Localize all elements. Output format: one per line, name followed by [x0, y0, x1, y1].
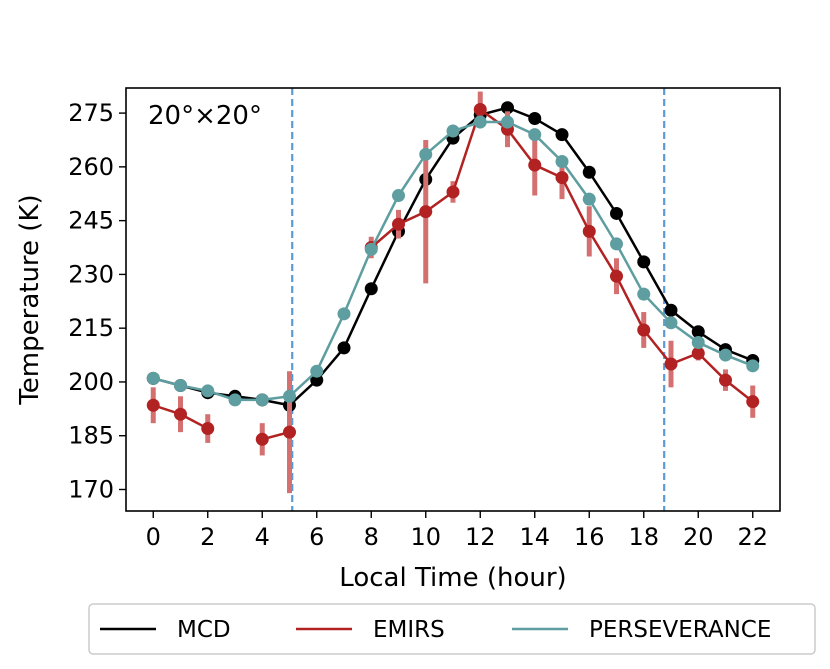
- data-point: [610, 206, 623, 220]
- y-tick-label: 200: [68, 368, 114, 396]
- data-point: [392, 217, 405, 231]
- x-tick-label: 0: [146, 523, 161, 551]
- data-point: [555, 128, 569, 142]
- data-point: [501, 101, 514, 115]
- data-point: [746, 395, 760, 409]
- x-tick-label: 18: [628, 523, 659, 551]
- data-point: [473, 115, 487, 129]
- data-point: [337, 307, 351, 321]
- data-point: [719, 373, 732, 387]
- data-point: [610, 237, 623, 251]
- data-point: [201, 384, 215, 398]
- data-point: [146, 398, 160, 412]
- data-point: [473, 103, 487, 117]
- x-tick-label: 22: [737, 523, 768, 551]
- data-point: [555, 171, 569, 185]
- data-point: [419, 147, 433, 161]
- data-point: [255, 393, 269, 407]
- legend: MCD EMIRS PERSEVERANCE: [88, 603, 816, 655]
- data-point: [310, 364, 324, 378]
- data-point: [582, 165, 596, 179]
- data-point: [283, 425, 296, 439]
- data-point: [419, 205, 433, 219]
- panel-annotation: 20°×20°: [148, 101, 262, 131]
- x-tick-label: 16: [574, 523, 605, 551]
- legend-label: MCD: [177, 617, 231, 643]
- data-point: [691, 336, 705, 350]
- y-tick-label: 275: [68, 99, 114, 127]
- data-point: [582, 224, 596, 238]
- data-point: [310, 373, 324, 387]
- data-point: [746, 359, 760, 373]
- series-perseverance: [146, 115, 760, 407]
- y-tick-label: 215: [68, 314, 114, 342]
- x-tick-label: 14: [519, 523, 550, 551]
- y-tick-label: 260: [68, 153, 114, 181]
- data-point: [664, 357, 678, 371]
- y-tick-label: 245: [68, 207, 114, 235]
- data-point: [201, 422, 215, 436]
- data-point: [528, 158, 542, 172]
- y-tick-label: 185: [68, 422, 114, 450]
- data-point: [637, 323, 651, 337]
- data-point: [691, 325, 705, 339]
- y-tick-label: 170: [68, 475, 114, 503]
- data-point: [555, 154, 569, 168]
- data-point: [691, 346, 705, 360]
- data-point: [528, 128, 542, 142]
- legend-box: [88, 603, 816, 655]
- data-point: [582, 192, 596, 206]
- data-point: [501, 115, 514, 129]
- x-tick-label: 6: [309, 523, 324, 551]
- data-point: [637, 287, 651, 301]
- data-point: [337, 341, 351, 355]
- data-point: [446, 124, 460, 138]
- data-point: [255, 432, 269, 446]
- x-tick-label: 2: [200, 523, 215, 551]
- x-tick-label: 8: [364, 523, 379, 551]
- data-point: [610, 269, 623, 283]
- x-tick-label: 12: [465, 523, 496, 551]
- data-point: [364, 282, 378, 296]
- plot-layer: [146, 88, 760, 511]
- x-tick-label: 20: [683, 523, 714, 551]
- plot-frame: [125, 87, 781, 512]
- y-tick-label: 230: [68, 260, 114, 288]
- legend-label: PERSEVERANCE: [589, 617, 771, 643]
- data-point: [664, 303, 678, 317]
- data-point: [174, 379, 187, 393]
- data-point: [228, 393, 242, 407]
- y-axis-title: Temperature (K): [15, 194, 45, 405]
- data-point: [174, 407, 187, 421]
- data-point: [446, 185, 460, 199]
- series-emirs: [146, 91, 760, 494]
- x-tick-label: 10: [410, 523, 441, 551]
- axes-layer: 0 2 4 6 8 10 12 14 16 18 20 22 170 185 200 215 230 245 260…: [68, 99, 768, 551]
- data-point: [528, 111, 542, 125]
- series-line: [152, 106, 754, 407]
- data-point: [364, 242, 378, 256]
- data-point: [664, 316, 678, 330]
- data-point: [719, 348, 732, 362]
- legend-label: EMIRS: [373, 617, 445, 643]
- data-point: [146, 371, 160, 385]
- data-point: [283, 389, 296, 403]
- data-point: [392, 189, 405, 203]
- x-axis-title: Local Time (hour): [339, 563, 566, 593]
- data-point: [637, 255, 651, 269]
- series-line: [152, 120, 754, 402]
- x-tick-label: 4: [255, 523, 270, 551]
